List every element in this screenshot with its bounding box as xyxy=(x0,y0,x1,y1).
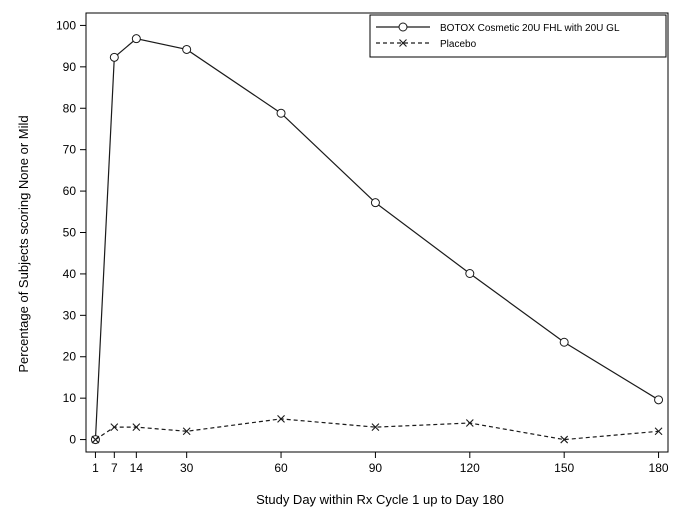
y-tick-label: 30 xyxy=(63,308,77,322)
series-placebo xyxy=(91,414,663,444)
y-tick-label: 20 xyxy=(63,350,77,364)
data-point-placebo xyxy=(132,423,141,432)
x-marker-stroke xyxy=(110,423,119,432)
data-point-botox xyxy=(276,108,286,118)
x-tick-label: 180 xyxy=(649,461,669,475)
data-point-botox xyxy=(131,34,141,44)
data-point-placebo xyxy=(560,435,569,444)
data-point-placebo xyxy=(277,414,285,423)
data-point-botox xyxy=(559,337,569,347)
legend-label-placebo: Placebo xyxy=(440,39,477,50)
x-tick-label: 90 xyxy=(369,461,383,475)
legend-marker-placebo xyxy=(399,39,407,47)
series-line-botox xyxy=(94,38,659,440)
data-point-placebo xyxy=(110,423,119,432)
x-tick-label: 150 xyxy=(554,461,574,475)
data-point-botox xyxy=(465,269,475,279)
data-point-placebo xyxy=(465,419,474,427)
y-tick-label: 0 xyxy=(69,433,76,447)
x-marker-stroke xyxy=(91,435,100,444)
data-point-botox xyxy=(370,198,380,208)
x-marker-stroke xyxy=(132,423,141,432)
data-point-botox xyxy=(109,52,119,62)
x-marker-stroke xyxy=(399,39,407,47)
y-tick-label: 90 xyxy=(63,60,77,74)
y-tick-label: 40 xyxy=(63,267,77,281)
legend-label-botox: BOTOX Cosmetic 20U FHL with 20U GL xyxy=(440,23,620,34)
y-tick-label: 80 xyxy=(63,101,77,115)
series-group xyxy=(90,34,664,445)
x-tick-label: 14 xyxy=(130,461,144,475)
y-tick-label: 50 xyxy=(63,226,77,240)
data-point-botox xyxy=(182,44,192,54)
data-point-placebo xyxy=(182,427,191,436)
x-tick-label: 30 xyxy=(180,461,194,475)
x-axis-title: Study Day within Rx Cycle 1 up to Day 18… xyxy=(256,492,504,507)
data-point-botox xyxy=(654,395,664,405)
x-marker-stroke xyxy=(465,419,474,427)
x-tick-label: 120 xyxy=(460,461,480,475)
plot-frame xyxy=(85,12,669,453)
y-tick-label: 70 xyxy=(63,143,77,157)
x-marker-stroke xyxy=(277,414,285,423)
x-marker-stroke xyxy=(182,427,191,436)
y-axis-title: Percentage of Subjects scoring None or M… xyxy=(16,115,31,372)
legend: BOTOX Cosmetic 20U FHL with 20U GL Placeb… xyxy=(369,14,667,58)
x-tick-label: 7 xyxy=(111,461,118,475)
axes-group: 0 10 20 30 40 50 60 70 80 90 100 1 7 14 30 60 90 120 150 18… xyxy=(56,12,669,475)
y-tick-label: 60 xyxy=(63,184,77,198)
data-point-placebo xyxy=(91,435,100,444)
x-marker-stroke xyxy=(654,427,663,436)
data-point-placebo xyxy=(654,427,663,436)
legend-box xyxy=(369,14,667,58)
x-marker-stroke xyxy=(371,423,380,432)
x-tick-label: 1 xyxy=(92,461,99,475)
y-tick-label: 10 xyxy=(63,391,77,405)
series-botox xyxy=(90,34,664,445)
legend-marker-botox xyxy=(398,22,408,32)
x-tick-label: 60 xyxy=(274,461,288,475)
data-point-placebo xyxy=(371,423,380,432)
y-tick-label: 100 xyxy=(56,18,76,32)
x-marker-stroke xyxy=(560,435,569,444)
